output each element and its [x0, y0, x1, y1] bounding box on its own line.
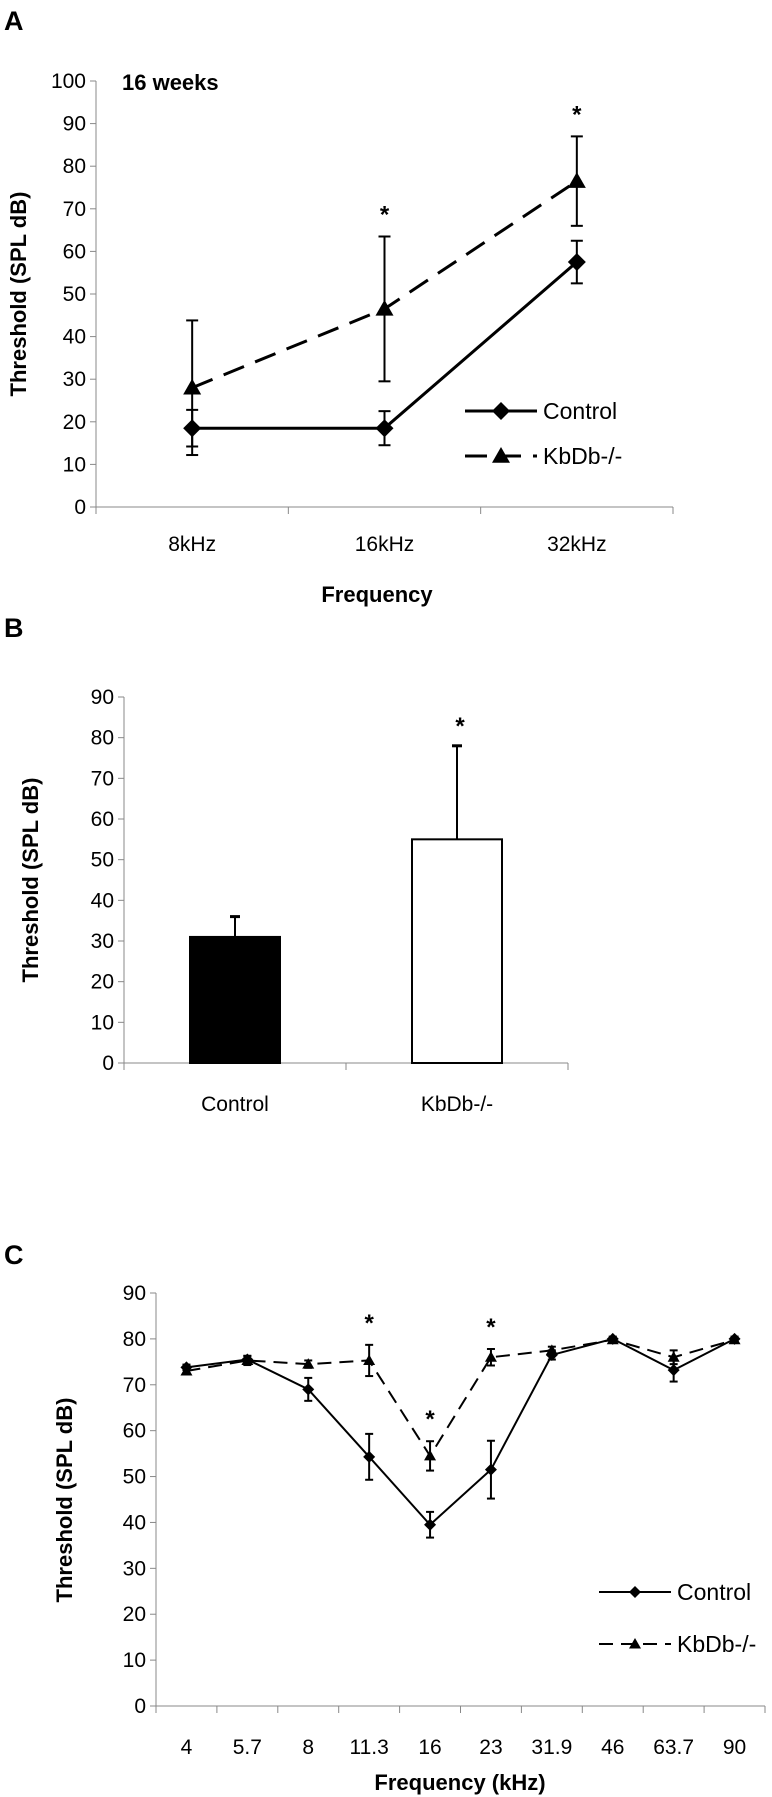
panel-a-significance-star: * [380, 201, 390, 228]
panel-a-xlabel: Frequency [321, 582, 433, 607]
panel-a-y-tick-label: 10 [63, 453, 86, 476]
panel-a-y-tick-label: 70 [63, 198, 86, 221]
panel-c-ylabel: Threshold (SPL dB) [52, 1398, 77, 1603]
panel-a-control-legend-marker [492, 402, 510, 420]
panel-c-kbdb-point [484, 1351, 497, 1362]
panel-c-kbdb-point [728, 1333, 741, 1345]
panel-a-x-tick-label: 32kHz [547, 533, 607, 556]
panel-c-x-tick-label: 31.9 [531, 1736, 572, 1759]
panel-c-kbdb-point [545, 1344, 558, 1355]
panel-c-label: C [4, 1240, 24, 1270]
panel-a-y-tick-label: 20 [63, 411, 86, 434]
panel-b-bar-kbdb [411, 838, 503, 1064]
panel-a-y-tick-label: 90 [63, 113, 86, 136]
panel-a-control-point [567, 253, 586, 272]
panel-b-y-tick-label: 30 [91, 930, 114, 953]
panel-c-y-tick-label: 0 [134, 1695, 146, 1718]
panel-b-y-tick-label: 60 [91, 808, 114, 831]
panel-a-y-tick-label: 30 [63, 368, 86, 391]
panel-c-y-tick-label: 10 [123, 1649, 146, 1672]
panel-a-x-tick-label: 8kHz [168, 533, 216, 556]
panel-a-y-tick-label: 0 [74, 496, 86, 519]
panel-c-kbdb-point [180, 1365, 193, 1376]
panel-c-y-tick-label: 20 [123, 1603, 146, 1626]
panel-b-y-tick-label: 10 [91, 1011, 114, 1034]
panel-b-significance-star: * [455, 713, 465, 740]
panel-c-x-tick-label: 8 [302, 1736, 314, 1759]
panel-a-y-tick-label: 60 [63, 240, 86, 263]
panel-c-x-tick-label: 11.3 [349, 1736, 388, 1759]
panel-c-control-point [302, 1383, 315, 1396]
panel-c-control-point [484, 1463, 497, 1476]
panel-a-kbdb-legend-label: KbDb-/- [543, 443, 622, 469]
panel-c-control-point [424, 1518, 437, 1531]
panel-c-y-tick-label: 80 [123, 1328, 146, 1351]
panel-a-kbdb-point [183, 378, 202, 395]
panel-c-control-legend-label: Control [677, 1579, 751, 1605]
panel-c-kbdb-point [667, 1351, 680, 1362]
panel-c-kbdb-series-line [186, 1338, 735, 1458]
panel-c-x-tick-label: 63.7 [653, 1736, 694, 1759]
panel-a-y-tick-label: 80 [63, 155, 86, 178]
panel-b-y-tick-label: 0 [102, 1052, 114, 1075]
panel-c-kbdb-point [302, 1358, 315, 1369]
panel-a-annotation: 16 weeks [122, 70, 219, 95]
panel-c-x-tick-label: 4 [181, 1736, 193, 1759]
panel-c-y-tick-label: 30 [123, 1557, 146, 1580]
panel-c-significance-star: * [425, 1406, 435, 1433]
panel-a-kbdb-legend-marker [492, 447, 510, 463]
panel-c-y-tick-label: 90 [123, 1282, 146, 1305]
panel-a-label: A [4, 6, 24, 36]
panel-c-control-point [667, 1364, 680, 1377]
panel-b-label: B [4, 613, 24, 643]
panel-c-kbdb-point [363, 1354, 376, 1365]
panel-b-y-tick-label: 20 [91, 971, 114, 994]
panel-b-y-tick-label: 90 [91, 686, 114, 709]
panel-a-control-legend-label: Control [543, 398, 617, 424]
panel-c-xlabel: Frequency (kHz) [374, 1770, 545, 1795]
panel-b-y-tick-label: 50 [91, 849, 114, 872]
panel-c-kbdb-point [241, 1354, 254, 1365]
panel-c-control-series-line [186, 1337, 736, 1527]
panel-c-significance-star: * [364, 1310, 374, 1337]
panel-c-kbdb-point [424, 1449, 437, 1461]
panel-c-kbdb-legend-marker [629, 1638, 641, 1649]
panel-a-y-tick-label: 40 [63, 326, 86, 349]
panel-c-kbdb-point [606, 1333, 619, 1345]
panel-c-x-tick-label: 46 [601, 1736, 624, 1759]
panel-c-y-tick-label: 40 [123, 1511, 146, 1534]
panel-c-x-tick-label: 23 [479, 1736, 502, 1759]
panel-a-kbdb-point [375, 299, 394, 316]
panel-a-kbdb-point [567, 172, 586, 188]
panel-c-significance-star: * [486, 1314, 496, 1341]
panel-b-y-tick-label: 70 [91, 767, 114, 790]
panel-c-control-point [363, 1450, 376, 1463]
panel-c-x-tick-label: 16 [418, 1736, 441, 1759]
panel-a-ylabel: Threshold (SPL dB) [6, 192, 31, 397]
panel-c-y-tick-label: 50 [123, 1466, 146, 1489]
panel-b-x-tick-label: Control [201, 1093, 269, 1116]
panel-b-y-tick-label: 80 [91, 727, 114, 750]
panel-b-ylabel: Threshold (SPL dB) [18, 778, 43, 983]
panel-a-control-point [375, 419, 394, 438]
panel-b-y-tick-label: 40 [91, 889, 114, 912]
panel-c-control-legend-marker [629, 1586, 641, 1598]
panel-b-x-tick-label: KbDb-/- [421, 1093, 493, 1116]
panel-a-x-tick-label: 16kHz [355, 533, 415, 556]
panel-c-kbdb-legend-label: KbDb-/- [677, 1631, 756, 1657]
panel-c-x-tick-label: 5.7 [233, 1736, 262, 1759]
panel-c-y-tick-label: 60 [123, 1420, 146, 1443]
panel-c-x-tick-label: 90 [723, 1736, 746, 1759]
panel-b-bar-control [189, 935, 281, 1065]
panel-a-y-tick-label: 50 [63, 283, 86, 306]
panel-a-y-tick-label: 100 [51, 70, 86, 93]
panel-c-y-tick-label: 70 [123, 1374, 146, 1397]
panel-a-significance-star: * [572, 101, 582, 128]
